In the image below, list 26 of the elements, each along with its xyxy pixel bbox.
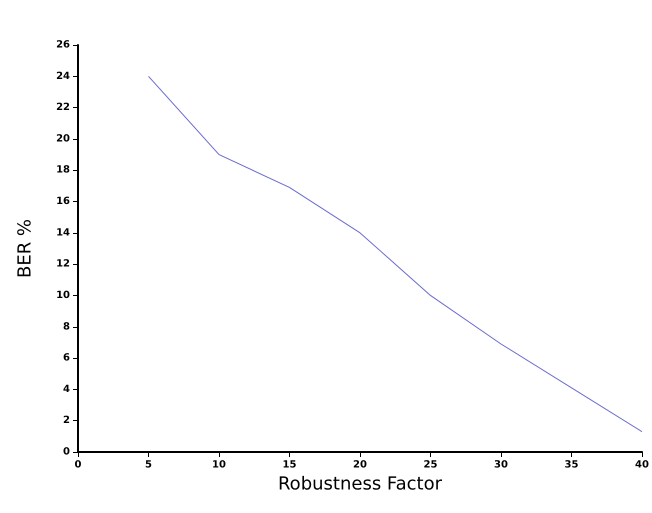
y-tick-label: 8 bbox=[63, 321, 70, 332]
x-tick-label: 5 bbox=[145, 460, 152, 470]
x-tick-label: 25 bbox=[424, 460, 438, 470]
y-tick-label: 22 bbox=[56, 102, 70, 114]
y-tick-label: 14 bbox=[56, 227, 70, 238]
x-tick-label: 30 bbox=[494, 460, 508, 470]
y-tick-label: 4 bbox=[63, 384, 70, 395]
x-axis-title: Robustness Factor bbox=[278, 473, 443, 494]
x-tick-label: 0 bbox=[74, 460, 82, 470]
y-tick-label: 18 bbox=[56, 164, 70, 176]
y-tick-label: 0 bbox=[63, 446, 70, 458]
y-tick-label: 16 bbox=[56, 196, 70, 208]
x-tick-label: 35 bbox=[564, 460, 578, 470]
y-tick-label: 20 bbox=[56, 133, 70, 144]
y-tick-label: 6 bbox=[63, 352, 70, 364]
y-tick-label: 10 bbox=[56, 290, 70, 301]
y-tick-label: 12 bbox=[56, 258, 70, 270]
line-series bbox=[148, 76, 642, 432]
y-axis-title: BER % bbox=[14, 218, 36, 278]
x-tick-label: 20 bbox=[353, 460, 367, 470]
x-tick-label: 40 bbox=[635, 460, 649, 470]
x-tick-label: 15 bbox=[282, 460, 296, 470]
x-tick-label: 10 bbox=[212, 460, 226, 470]
y-tick-label: 2 bbox=[63, 415, 70, 426]
y-tick-label: 26 bbox=[56, 40, 70, 50]
y-tick-label: 24 bbox=[56, 70, 70, 82]
